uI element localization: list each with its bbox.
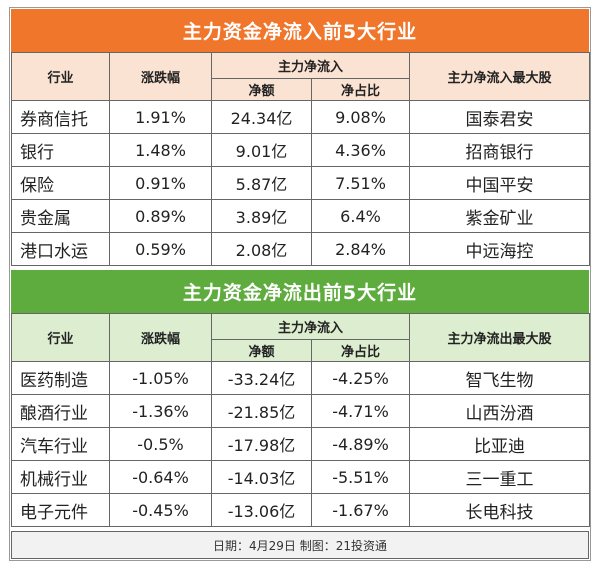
stock-cell: 智飞生物	[409, 361, 591, 395]
amount-cell: -13.06亿	[211, 493, 312, 527]
change-cell: 1.91%	[109, 100, 212, 134]
ratio-cell: -5.51%	[310, 460, 411, 494]
ratio-cell: 6.4%	[310, 199, 411, 233]
ratio-cell: -1.67%	[310, 493, 411, 527]
industry-cell: 汽车行业	[11, 427, 110, 461]
amount-cell: 5.87亿	[211, 166, 312, 200]
header-ratio: 净占比	[310, 339, 411, 362]
inflow-title: 主力资金净流入前5大行业	[11, 9, 589, 52]
table-row: 医药制造 -1.05% -33.24亿 -4.25% 智飞生物	[11, 361, 591, 395]
table-row: 港口水运 0.59% 2.08亿 2.84% 中远海控	[11, 232, 591, 266]
table-row: 电子元件 -0.45% -13.06亿 -1.67% 长电科技	[11, 493, 591, 527]
header-group: 主力净流入	[210, 313, 411, 340]
stock-cell: 比亚迪	[409, 427, 591, 461]
industry-cell: 券商信托	[11, 100, 110, 134]
change-cell: -0.5%	[109, 427, 212, 461]
stock-cell: 中远海控	[409, 232, 591, 266]
stock-cell: 中国平安	[409, 166, 591, 200]
ratio-cell: 2.84%	[310, 232, 411, 266]
industry-cell: 机械行业	[11, 460, 110, 494]
stock-cell: 山西汾酒	[409, 394, 591, 428]
header-amount: 净额	[211, 78, 312, 101]
amount-cell: 3.89亿	[211, 199, 312, 233]
ratio-cell: 4.36%	[310, 133, 411, 167]
header-stock: 主力净流出最大股	[409, 313, 591, 362]
stock-cell: 三一重工	[409, 460, 591, 494]
header-ratio: 净占比	[310, 78, 411, 101]
stock-cell: 国泰君安	[409, 100, 591, 134]
change-cell: 0.91%	[109, 166, 212, 200]
change-cell: -0.64%	[109, 460, 212, 494]
amount-cell: -21.85亿	[211, 394, 312, 428]
header-industry: 行业	[11, 313, 110, 362]
footer-credit: 日期：4月29日 制图：21投资通	[11, 531, 589, 559]
table-row: 酿酒行业 -1.36% -21.85亿 -4.71% 山西汾酒	[11, 394, 591, 428]
header-change: 涨跌幅	[109, 52, 212, 101]
amount-cell: -17.98亿	[211, 427, 312, 461]
table-row: 机械行业 -0.64% -14.03亿 -5.51% 三一重工	[11, 460, 591, 494]
table-row: 银行 1.48% 9.01亿 4.36% 招商银行	[11, 133, 591, 167]
industry-cell: 保险	[11, 166, 110, 200]
change-cell: -1.36%	[109, 394, 212, 428]
ratio-cell: -4.25%	[310, 361, 411, 395]
industry-cell: 贵金属	[11, 199, 110, 233]
table-row: 保险 0.91% 5.87亿 7.51% 中国平安	[11, 166, 591, 200]
industry-cell: 港口水运	[11, 232, 110, 266]
stock-cell: 紫金矿业	[409, 199, 591, 233]
ratio-cell: -4.89%	[310, 427, 411, 461]
industry-cell: 医药制造	[11, 361, 110, 395]
ratio-cell: 7.51%	[310, 166, 411, 200]
header-stock: 主力净流入最大股	[409, 52, 591, 101]
amount-cell: 9.01亿	[211, 133, 312, 167]
ratio-cell: -4.71%	[310, 394, 411, 428]
table-row: 券商信托 1.91% 24.34亿 9.08% 国泰君安	[11, 100, 591, 134]
change-cell: 0.59%	[109, 232, 212, 266]
industry-cell: 银行	[11, 133, 110, 167]
change-cell: 0.89%	[109, 199, 212, 233]
table-row: 贵金属 0.89% 3.89亿 6.4% 紫金矿业	[11, 199, 591, 233]
stock-cell: 长电科技	[409, 493, 591, 527]
outflow-table: 行业 涨跌幅 主力净流入 主力净流出最大股 净额 净占比 医药制造 -1.05%…	[11, 313, 591, 527]
amount-cell: -14.03亿	[211, 460, 312, 494]
amount-cell: 2.08亿	[211, 232, 312, 266]
header-change: 涨跌幅	[109, 313, 212, 362]
change-cell: 1.48%	[109, 133, 212, 167]
header-group: 主力净流入	[210, 52, 411, 79]
amount-cell: 24.34亿	[211, 100, 312, 134]
industry-cell: 酿酒行业	[11, 394, 110, 428]
inflow-table: 行业 涨跌幅 主力净流入 主力净流入最大股 净额 净占比 券商信托 1.91% …	[11, 52, 591, 266]
stock-cell: 招商银行	[409, 133, 591, 167]
outflow-title: 主力资金净流出前5大行业	[11, 270, 589, 313]
change-cell: -1.05%	[109, 361, 212, 395]
header-industry: 行业	[11, 52, 110, 101]
amount-cell: -33.24亿	[211, 361, 312, 395]
change-cell: -0.45%	[109, 493, 212, 527]
table-row: 汽车行业 -0.5% -17.98亿 -4.89% 比亚迪	[11, 427, 591, 461]
header-amount: 净额	[211, 339, 312, 362]
ratio-cell: 9.08%	[310, 100, 411, 134]
industry-cell: 电子元件	[11, 493, 110, 527]
